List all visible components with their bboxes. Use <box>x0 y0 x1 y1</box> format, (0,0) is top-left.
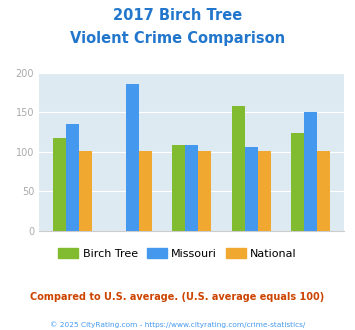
Bar <box>79 151 92 231</box>
Bar <box>245 147 258 231</box>
Bar <box>172 146 185 231</box>
Bar <box>53 138 66 231</box>
Bar <box>231 106 245 231</box>
Bar <box>126 84 139 231</box>
Text: Violent Crime Comparison: Violent Crime Comparison <box>70 31 285 46</box>
Bar <box>258 151 271 231</box>
Text: © 2025 CityRating.com - https://www.cityrating.com/crime-statistics/: © 2025 CityRating.com - https://www.city… <box>50 322 305 328</box>
Legend: Birch Tree, Missouri, National: Birch Tree, Missouri, National <box>54 244 301 263</box>
Bar <box>139 151 152 231</box>
Bar <box>304 112 317 231</box>
Text: Compared to U.S. average. (U.S. average equals 100): Compared to U.S. average. (U.S. average … <box>31 292 324 302</box>
Bar <box>185 146 198 231</box>
Bar <box>317 151 331 231</box>
Bar <box>66 124 79 231</box>
Text: 2017 Birch Tree: 2017 Birch Tree <box>113 8 242 23</box>
Bar <box>198 151 211 231</box>
Bar <box>291 133 304 231</box>
